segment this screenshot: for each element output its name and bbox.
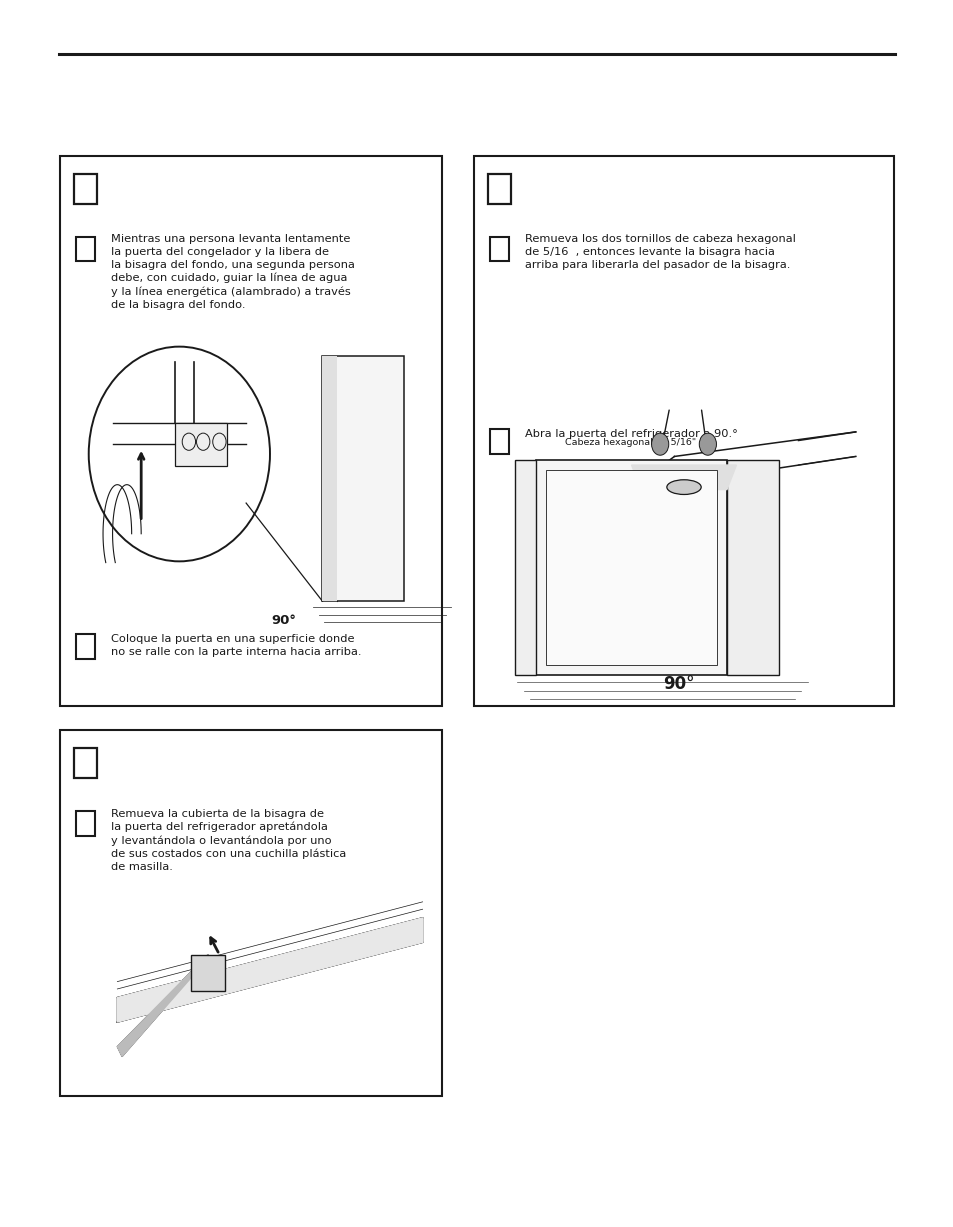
Bar (60, 156, 441, 706)
Ellipse shape (666, 480, 700, 494)
Bar (60, 730, 441, 1096)
Text: Mientras una persona levanta lentamente
la puerta del congelador y la libera de
: Mientras una persona levanta lentamente … (111, 234, 355, 309)
Text: Abra la puerta del refrigerador a 90.°: Abra la puerta del refrigerador a 90.° (524, 429, 737, 439)
Text: Coloque la puerta en una superficie donde
no se ralle con la parte interna hacia: Coloque la puerta en una superficie dond… (111, 634, 361, 658)
Bar (76, 634, 95, 659)
Bar (74, 748, 97, 778)
Bar (726, 460, 779, 675)
Bar (545, 470, 717, 665)
Bar (174, 423, 227, 466)
Bar (191, 955, 225, 991)
Bar (490, 237, 509, 261)
Text: 90°: 90° (662, 675, 695, 693)
Bar (666, 487, 700, 548)
Text: 90°: 90° (272, 614, 296, 627)
Bar (474, 156, 893, 706)
Bar (490, 429, 509, 454)
Bar (515, 460, 536, 675)
Text: Remueva la cubierta de la bisagra de
la puerta del refrigerador apretándola
y le: Remueva la cubierta de la bisagra de la … (111, 809, 346, 872)
Polygon shape (117, 955, 208, 1056)
Circle shape (651, 433, 668, 455)
Bar (74, 174, 97, 204)
Text: Cabeza hexagonal de 5/16": Cabeza hexagonal de 5/16" (564, 438, 695, 447)
Polygon shape (631, 465, 736, 490)
Polygon shape (117, 918, 422, 1022)
Circle shape (699, 433, 716, 455)
Bar (322, 356, 403, 601)
Bar (536, 460, 726, 675)
Bar (76, 811, 95, 836)
Bar (322, 356, 336, 601)
Text: Remueva los dos tornillos de cabeza hexagonal
de 5/16  , entonces levante la bis: Remueva los dos tornillos de cabeza hexa… (524, 234, 795, 270)
Bar (488, 174, 511, 204)
Bar (76, 237, 95, 261)
